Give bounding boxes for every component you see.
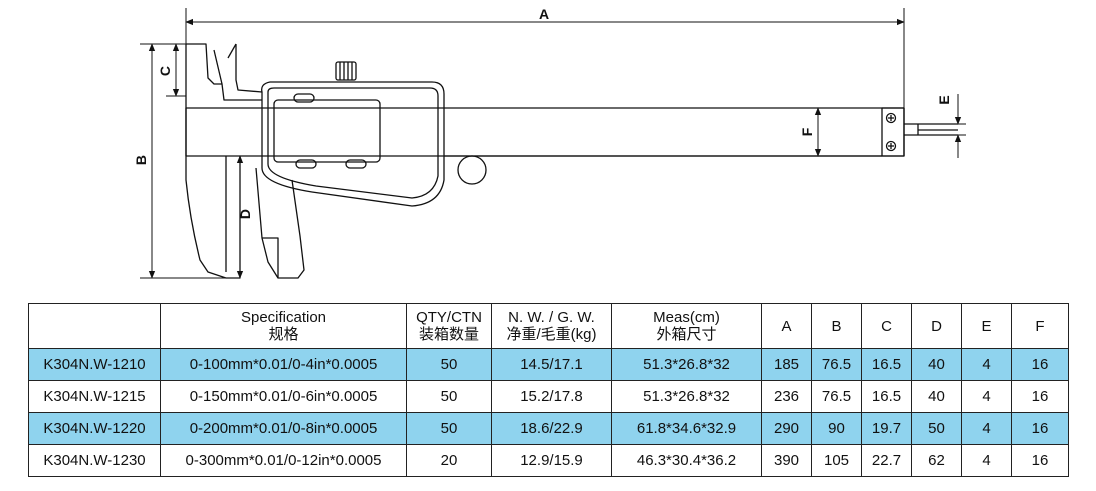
depth-rod	[904, 123, 958, 136]
dimension-lines	[140, 8, 966, 279]
header-weight: N. W. / G. W. 净重/毛重(kg)	[491, 303, 612, 349]
cell-meas: 51.3*26.8*32	[611, 348, 762, 381]
cell-f: 16	[1011, 380, 1069, 413]
cell-spec: 0-150mm*0.01/0-6in*0.0005	[160, 380, 407, 413]
header-d: D	[911, 303, 962, 349]
label-b: B	[133, 155, 149, 165]
cell-e: 4	[961, 412, 1012, 445]
button-right	[345, 159, 367, 169]
cell-spec: 0-100mm*0.01/0-4in*0.0005	[160, 348, 407, 381]
cell-c: 16.5	[861, 348, 912, 381]
display-body	[261, 81, 445, 207]
caliper-diagram: A B C D E F	[133, 6, 966, 279]
end-screw-bottom	[885, 140, 897, 152]
cell-qty: 20	[406, 444, 492, 477]
cell-model: K304N.W-1210	[28, 348, 161, 381]
cell-spec: 0-200mm*0.01/0-8in*0.0005	[160, 412, 407, 445]
cell-d: 62	[911, 444, 962, 477]
header-qty-en: QTY/CTN	[416, 309, 482, 326]
table-row: K304N.W-1210 0-100mm*0.01/0-4in*0.0005 5…	[28, 348, 1069, 381]
button-top	[293, 93, 315, 103]
table-header-row: Specification 规格 QTY/CTN 装箱数量 N. W. / G. W…	[28, 303, 1069, 349]
cell-b: 76.5	[811, 380, 862, 413]
label-f: F	[799, 127, 815, 136]
end-screw-top	[885, 112, 897, 124]
cell-d: 50	[911, 412, 962, 445]
fixed-inside-jaw	[185, 43, 262, 108]
cell-model: K304N.W-1220	[28, 412, 161, 445]
header-spec: Specification 规格	[160, 303, 407, 349]
table-row: K304N.W-1230 0-300mm*0.01/0-12in*0.0005 …	[28, 444, 1069, 477]
header-spec-en: Specification	[240, 309, 327, 326]
cell-model: K304N.W-1215	[28, 380, 161, 413]
header-weight-en: N. W. / G. W.	[508, 309, 595, 326]
cell-f: 16	[1011, 444, 1069, 477]
cell-spec: 0-300mm*0.01/0-12in*0.0005	[160, 444, 407, 477]
cell-b: 90	[811, 412, 862, 445]
header-meas: Meas(cm) 外箱尺寸	[611, 303, 762, 349]
cell-e: 4	[961, 348, 1012, 381]
cell-a: 236	[761, 380, 812, 413]
cell-c: 19.7	[861, 412, 912, 445]
moving-inside-jaw	[235, 44, 263, 93]
header-meas-cn: 外箱尺寸	[656, 326, 717, 343]
cell-qty: 50	[406, 412, 492, 445]
cell-c: 22.7	[861, 444, 912, 477]
cell-meas: 51.3*26.8*32	[611, 380, 762, 413]
spec-table: Specification 规格 QTY/CTN 装箱数量 N. W. / G. W…	[28, 303, 1069, 477]
header-b: B	[811, 303, 862, 349]
header-c: C	[861, 303, 912, 349]
header-e: E	[961, 303, 1012, 349]
beam-end-cap	[881, 107, 905, 157]
table-row: K304N.W-1215 0-150mm*0.01/0-6in*0.0005 5…	[28, 380, 1069, 413]
header-qty: QTY/CTN 装箱数量	[406, 303, 492, 349]
label-a: A	[539, 6, 549, 22]
cell-b: 105	[811, 444, 862, 477]
cell-f: 16	[1011, 412, 1069, 445]
header-qty-cn: 装箱数量	[418, 326, 479, 343]
thumb-roller	[457, 155, 487, 185]
cell-meas: 61.8*34.6*32.9	[611, 412, 762, 445]
cell-weight: 12.9/15.9	[491, 444, 612, 477]
cell-qty: 50	[406, 380, 492, 413]
cell-c: 16.5	[861, 380, 912, 413]
header-weight-cn: 净重/毛重(kg)	[506, 326, 597, 343]
cell-a: 290	[761, 412, 812, 445]
cell-weight: 14.5/17.1	[491, 348, 612, 381]
cell-e: 4	[961, 380, 1012, 413]
cell-d: 40	[911, 348, 962, 381]
button-left	[295, 159, 317, 169]
header-meas-en: Meas(cm)	[653, 309, 720, 326]
lcd-window	[273, 99, 381, 163]
label-e: E	[936, 95, 952, 104]
cell-a: 390	[761, 444, 812, 477]
cell-b: 76.5	[811, 348, 862, 381]
cell-qty: 50	[406, 348, 492, 381]
cell-meas: 46.3*30.4*36.2	[611, 444, 762, 477]
lock-screw	[335, 61, 357, 81]
header-spec-cn: 规格	[268, 326, 299, 343]
cell-e: 4	[961, 444, 1012, 477]
cell-weight: 15.2/17.8	[491, 380, 612, 413]
moving-jaw	[255, 167, 305, 279]
main-beam	[185, 107, 905, 157]
fixed-jaw	[185, 108, 241, 279]
cell-weight: 18.6/22.9	[491, 412, 612, 445]
header-f: F	[1011, 303, 1069, 349]
label-c: C	[157, 66, 173, 76]
header-a: A	[761, 303, 812, 349]
cell-d: 40	[911, 380, 962, 413]
caliper-outline	[185, 43, 958, 279]
cell-model: K304N.W-1230	[28, 444, 161, 477]
label-d: D	[237, 209, 253, 219]
table-row: K304N.W-1220 0-200mm*0.01/0-8in*0.0005 5…	[28, 412, 1069, 445]
cell-f: 16	[1011, 348, 1069, 381]
cell-a: 185	[761, 348, 812, 381]
header-model	[28, 303, 161, 349]
